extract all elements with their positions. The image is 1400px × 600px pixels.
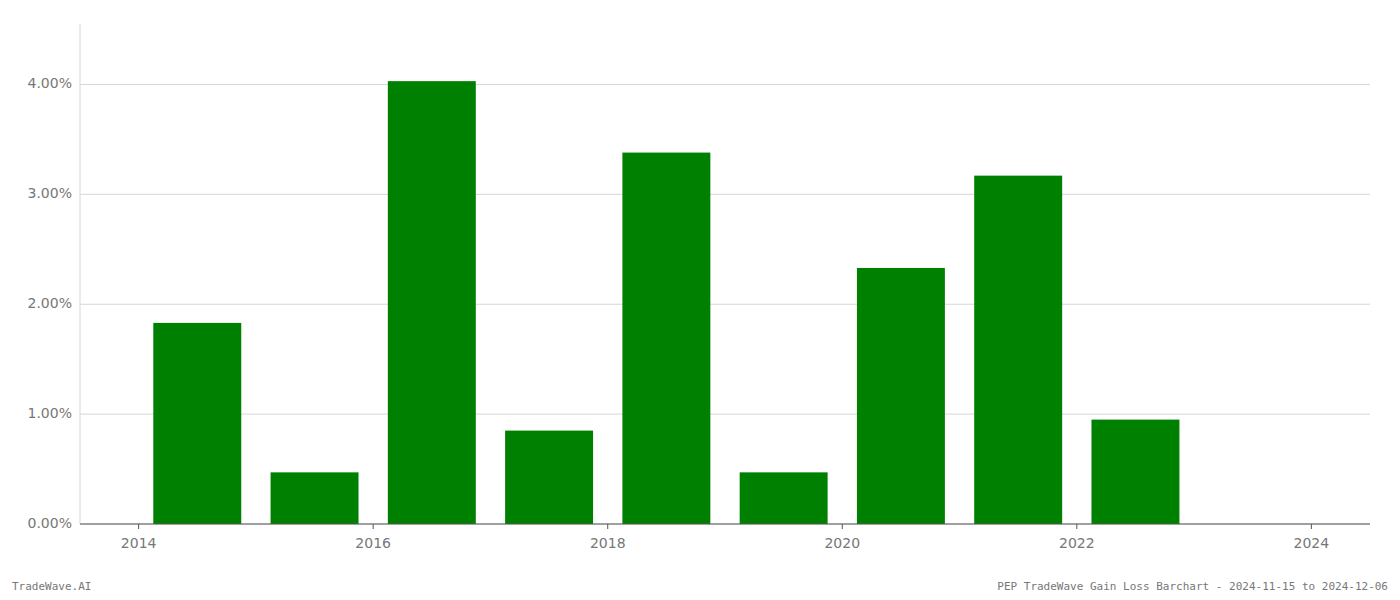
x-tick-label: 2018 <box>590 535 626 551</box>
watermark: TradeWave.AI <box>12 580 91 593</box>
grid-line <box>80 84 1370 85</box>
bar <box>505 431 593 524</box>
bar <box>622 153 710 524</box>
y-grid <box>80 84 1370 524</box>
bar <box>153 323 241 524</box>
x-tick-label: 2016 <box>355 535 391 551</box>
x-tick <box>138 524 139 529</box>
x-tick <box>1076 524 1077 529</box>
grid-line <box>80 414 1370 415</box>
bar <box>1091 420 1179 524</box>
x-axis-line <box>80 524 1370 525</box>
x-tick-label: 2024 <box>1294 535 1330 551</box>
y-axis-line <box>80 24 81 524</box>
x-tick-label: 2022 <box>1059 535 1095 551</box>
bar <box>740 472 828 524</box>
y-tick-label: 1.00% <box>28 405 72 421</box>
y-tick-labels: 0.00% 1.00% 2.00% 3.00% 4.00% <box>28 75 72 531</box>
x-tick-label: 2014 <box>121 535 157 551</box>
bar <box>974 176 1062 524</box>
x-tick <box>842 524 843 529</box>
x-tick <box>373 524 374 529</box>
title: PEP TradeWave Gain Loss Barchart - 2024-… <box>997 580 1388 593</box>
y-tick-label: 0.00% <box>28 515 72 531</box>
x-tick-labels: 2014 2016 2018 2020 2022 2024 <box>121 535 1329 551</box>
chart-svg: 0.00% 1.00% 2.00% 3.00% 4.00% 2014 2016 2018 202… <box>0 0 1400 600</box>
page: {"chart_data": {"type": "bar", "title": … <box>0 0 1400 600</box>
bar <box>857 268 945 524</box>
grid-line <box>80 524 1370 525</box>
bar <box>388 81 476 524</box>
y-tick-label: 2.00% <box>28 295 72 311</box>
y-tick-label: 4.00% <box>28 75 72 91</box>
chart-container: 0.00% 1.00% 2.00% 3.00% 4.00% 2014 2016 2018 202… <box>0 0 1400 600</box>
y-tick-label: 3.00% <box>28 185 72 201</box>
grid-line <box>80 304 1370 305</box>
bar <box>271 472 359 524</box>
x-tick-label: 2020 <box>824 535 860 551</box>
grid-line <box>80 194 1370 195</box>
bars <box>153 81 1179 524</box>
background <box>0 0 1400 600</box>
x-tick <box>607 524 608 529</box>
x-tick <box>1311 524 1312 529</box>
